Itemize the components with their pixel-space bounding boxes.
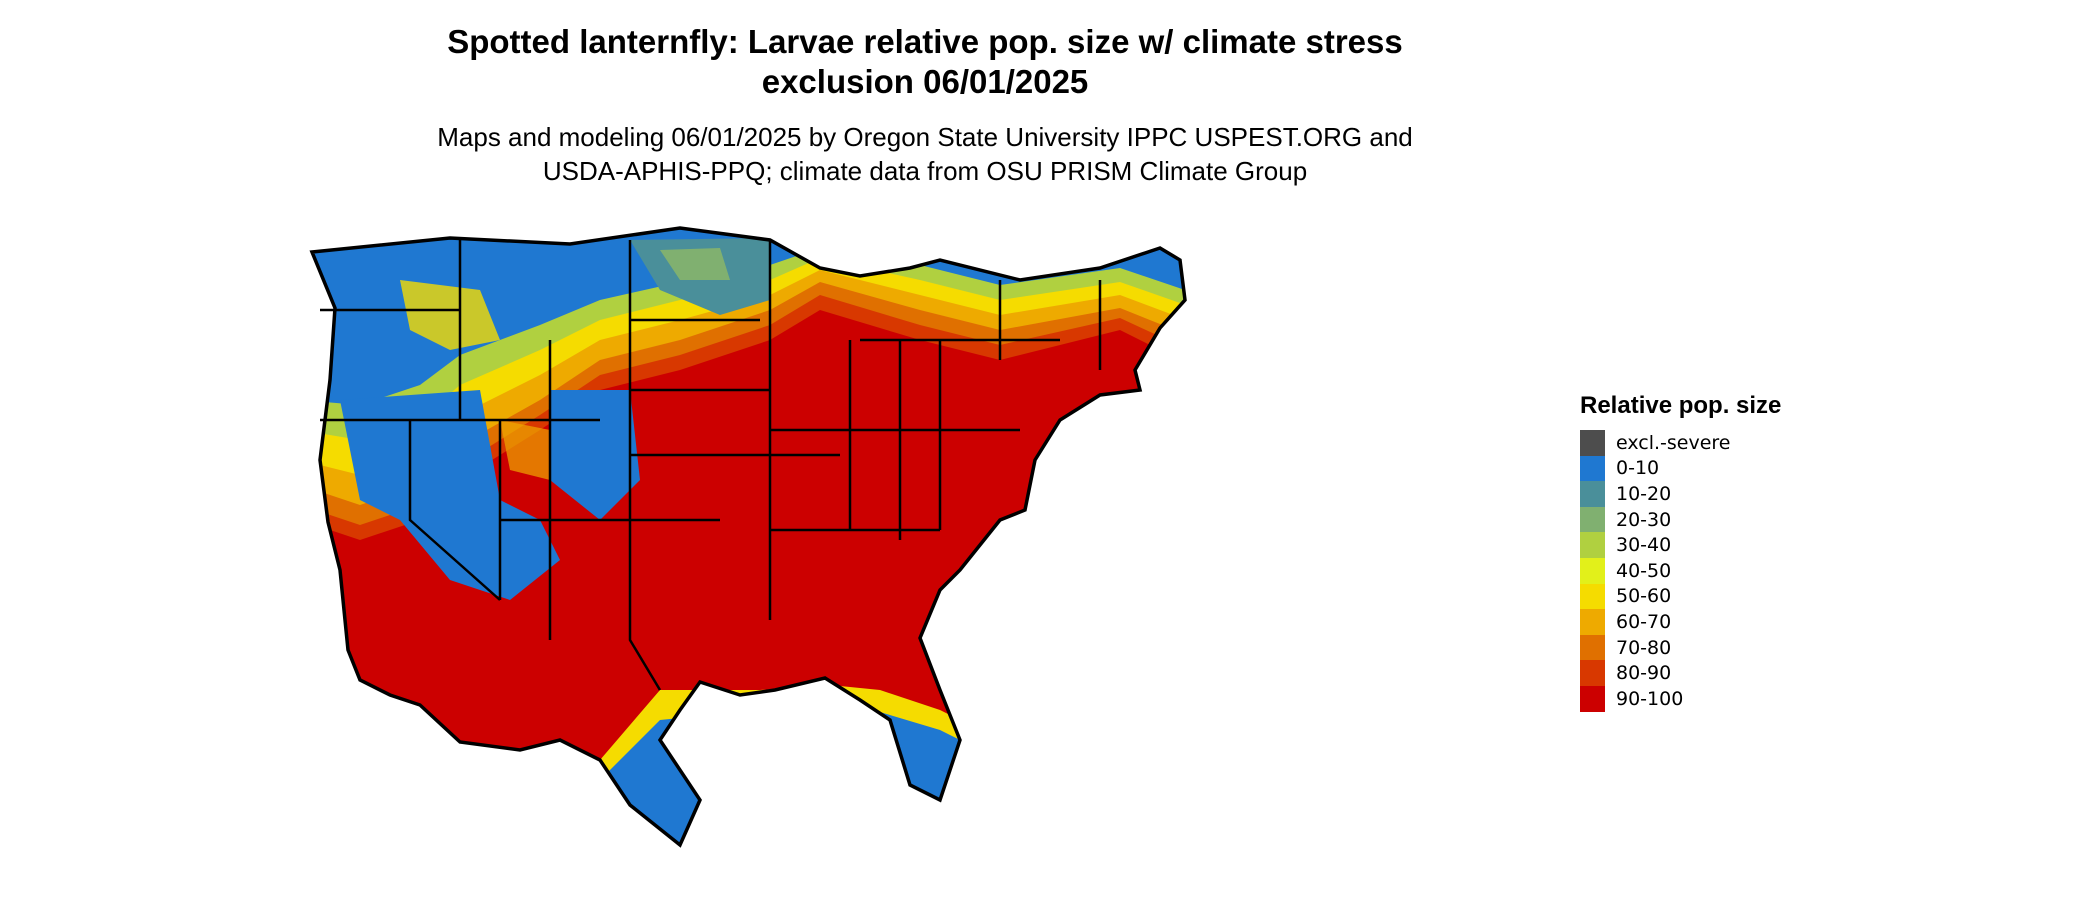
legend-swatch	[1580, 430, 1605, 456]
legend-label: excl.-severe	[1616, 431, 1731, 454]
border-nm-tx	[628, 520, 662, 691]
map-title-line2: exclusion 06/01/2025	[761, 63, 1089, 100]
legend-swatch	[1580, 481, 1605, 507]
legend-item: 90-100	[1580, 685, 1781, 712]
legend-label: 20-30	[1616, 508, 1672, 531]
legend-label: 10-20	[1616, 482, 1672, 505]
legend-item: 30-40	[1580, 532, 1781, 558]
band-0-10-north	[312, 228, 1185, 405]
legend-items: excl.-severe 0-10 10-20 20-30 30-40 40-50 50-6…	[1580, 430, 1781, 712]
legend-label: 40-50	[1616, 559, 1672, 582]
legend-item: 70-80	[1580, 634, 1781, 661]
legend-swatch	[1580, 557, 1605, 584]
suitability-layers	[312, 228, 1185, 845]
legend-swatch	[1580, 455, 1605, 482]
legend-label: 0-10	[1616, 457, 1660, 480]
legend-label: 50-60	[1616, 585, 1672, 608]
legend-swatch	[1580, 506, 1605, 533]
state-borders	[320, 240, 1102, 691]
map-subtitle: Maps and modeling 06/01/2025 by Oregon S…	[320, 120, 1530, 188]
legend-item: 50-60	[1580, 583, 1781, 610]
legend-title: Relative pop. size	[1580, 392, 1782, 419]
us-map	[300, 220, 1560, 892]
border-ca-nv	[408, 420, 501, 601]
map-subtitle-line1: Maps and modeling 06/01/2025 by Oregon S…	[437, 122, 1413, 152]
us-map-svg	[309, 226, 1187, 848]
legend-swatch	[1580, 634, 1605, 661]
legend-swatch	[1580, 583, 1605, 610]
legend-item: 10-20	[1580, 481, 1781, 507]
legend-label: 60-70	[1616, 610, 1672, 633]
map-title-line1: Spotted lanternfly: Larvae relative pop.…	[447, 23, 1403, 60]
map-subtitle-line2: USDA-APHIS-PPQ; climate data from OSU PR…	[542, 156, 1308, 186]
region-inland-nw	[400, 280, 500, 350]
legend-swatch	[1580, 685, 1605, 712]
legend-swatch	[1580, 609, 1605, 635]
legend-label: 90-100	[1616, 687, 1684, 710]
legend: Relative pop. size excl.-severe 0-10 10-20…	[1580, 392, 1781, 712]
legend-label: 80-90	[1616, 662, 1672, 685]
legend-item: 80-90	[1580, 660, 1781, 686]
legend-swatch	[1580, 660, 1605, 686]
region-utah	[500, 420, 550, 480]
region-20-30	[660, 248, 730, 280]
legend-item: excl.-severe	[1580, 430, 1781, 456]
legend-label: 30-40	[1616, 534, 1672, 557]
legend-label: 70-80	[1616, 636, 1672, 659]
legend-item: 40-50	[1580, 557, 1781, 584]
region-great-basin	[340, 390, 560, 600]
map-title-block: Spotted lanternfly: Larvae relative pop.…	[320, 22, 1530, 188]
legend-item: 0-10	[1580, 455, 1781, 482]
legend-swatch	[1580, 532, 1605, 558]
us-outline	[309, 226, 1187, 848]
region-colorado	[550, 390, 640, 520]
legend-item: 20-30	[1580, 506, 1781, 533]
legend-item: 60-70	[1580, 609, 1781, 635]
